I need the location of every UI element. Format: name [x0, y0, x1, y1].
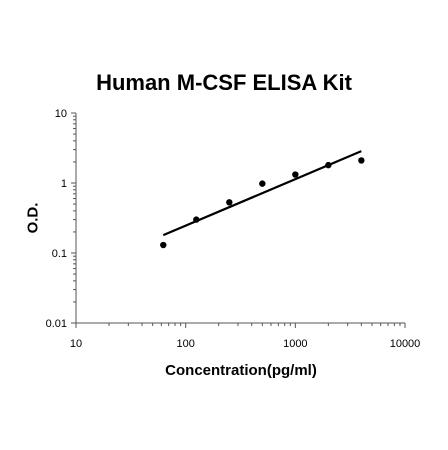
y-tick-label: 1	[61, 178, 67, 190]
data-point	[325, 161, 332, 169]
data-point	[193, 216, 200, 223]
x-tick-label: 10000	[390, 338, 421, 350]
fit-line	[162, 150, 362, 237]
data-point	[259, 180, 266, 187]
data-point	[226, 199, 233, 206]
y-tick-label: 10	[55, 108, 67, 120]
chart-title: Human M-CSF ELISA Kit	[96, 70, 352, 95]
x-tick-label: 10	[70, 338, 82, 350]
y-tick-label: 0.01	[46, 318, 67, 330]
data-point	[160, 241, 167, 249]
y-tick-label: 0.1	[52, 248, 67, 260]
x-tick-label: 100	[176, 338, 194, 350]
y-axis-label: O.D.	[24, 202, 42, 234]
x-axis-label: Concentration(pg/ml)	[165, 362, 317, 379]
data-point	[358, 157, 365, 164]
data-point	[292, 171, 299, 178]
x-tick-label: 1000	[283, 338, 307, 350]
